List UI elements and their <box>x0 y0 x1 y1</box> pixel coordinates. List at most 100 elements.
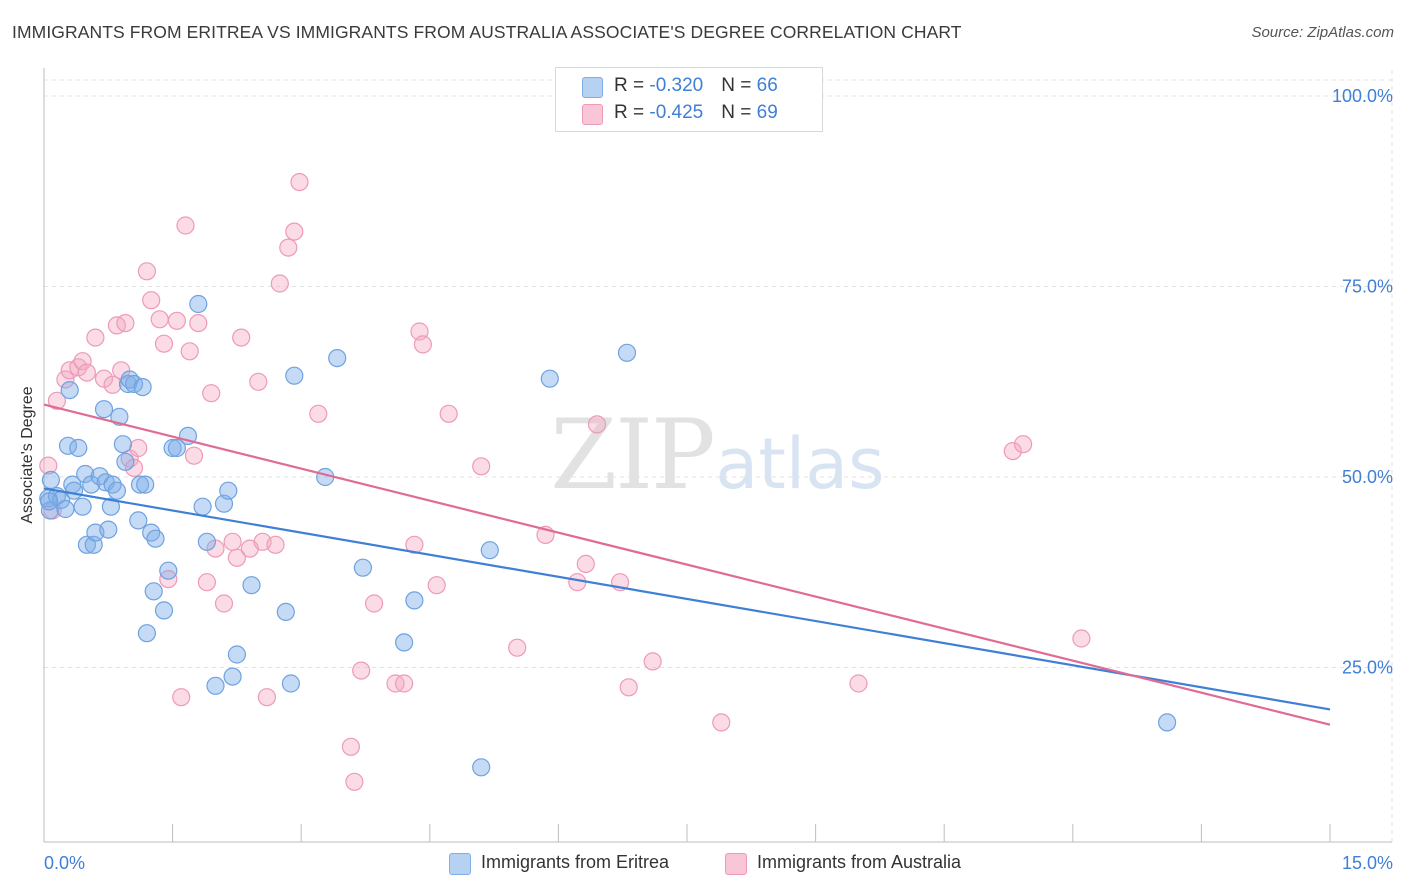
data-point <box>116 452 135 471</box>
data-point <box>167 311 186 330</box>
data-point <box>39 456 58 475</box>
data-point <box>480 541 499 560</box>
data-point <box>587 415 607 434</box>
data-point <box>41 470 61 490</box>
data-point <box>144 582 163 601</box>
data-point <box>113 435 133 454</box>
data-point <box>69 438 88 458</box>
data-point <box>1157 713 1177 732</box>
data-point <box>276 602 295 622</box>
data-point <box>309 404 328 423</box>
data-point <box>94 400 114 419</box>
data-point <box>219 481 238 500</box>
data-point <box>712 713 731 732</box>
data-point <box>223 532 242 551</box>
data-point <box>142 291 161 310</box>
data-point <box>206 676 225 695</box>
data-point <box>328 349 347 368</box>
data-point <box>290 173 309 192</box>
data-point <box>60 381 79 400</box>
stats-box: R = -0.320 N = 66 R = -0.425 N = 69 <box>555 67 823 132</box>
data-point <box>107 481 127 500</box>
data-point <box>472 457 491 476</box>
data-point <box>64 481 84 500</box>
data-point <box>365 594 384 613</box>
data-point <box>849 674 868 693</box>
r-label: R = <box>614 75 650 96</box>
legend-label: Immigrants from Australia <box>757 852 962 872</box>
data-point <box>643 652 662 671</box>
data-point <box>39 492 59 511</box>
series-australia-points <box>39 173 1091 791</box>
data-point <box>136 475 155 494</box>
data-point <box>76 464 95 484</box>
australia-swatch-icon <box>582 104 603 125</box>
data-point <box>617 343 637 362</box>
data-point <box>285 222 304 241</box>
data-point <box>508 638 527 657</box>
data-point <box>427 576 446 595</box>
eritrea-legend-swatch-icon <box>449 853 471 875</box>
data-point <box>184 446 204 465</box>
tick-labels: 100.0% 75.0% 50.0% 25.0% 0.0% 15.0% <box>44 86 1393 873</box>
data-point <box>242 576 261 595</box>
data-point <box>227 645 246 664</box>
data-point <box>266 535 285 554</box>
data-point <box>395 674 414 693</box>
data-point <box>232 328 251 347</box>
y-tick-label: 50.0% <box>1342 467 1393 487</box>
data-point <box>352 661 371 680</box>
watermark-zip: ZIP <box>550 399 713 511</box>
data-point <box>137 624 156 643</box>
data-point <box>202 384 221 403</box>
data-point <box>214 594 234 613</box>
series-eritrea-points <box>39 294 1177 777</box>
data-point <box>197 573 216 592</box>
data-point <box>189 294 208 314</box>
data-point <box>353 558 372 577</box>
data-point <box>439 404 458 423</box>
data-point <box>47 391 67 410</box>
r-label: R = <box>614 102 650 123</box>
data-point <box>129 511 148 530</box>
axes <box>43 68 1392 843</box>
r-value: -0.425 <box>649 102 704 123</box>
data-point <box>77 363 97 382</box>
data-point <box>249 372 268 391</box>
data-point <box>405 535 424 554</box>
y-tick-label: 75.0% <box>1342 277 1393 297</box>
data-point <box>146 529 165 548</box>
data-point <box>540 369 559 388</box>
data-point <box>103 375 122 394</box>
trend-line-eritrea <box>43 487 1331 711</box>
data-point <box>180 342 199 361</box>
data-point <box>172 688 191 707</box>
data-point <box>86 328 105 347</box>
data-point <box>345 772 364 791</box>
data-point <box>167 438 186 458</box>
data-point <box>129 438 148 458</box>
data-point <box>189 314 208 333</box>
r-value: -0.320 <box>649 75 704 96</box>
trend-line-australia <box>43 403 1331 726</box>
data-point <box>73 497 92 516</box>
x-tick-label: 15.0% <box>1342 853 1393 873</box>
trend-lines <box>43 403 1331 726</box>
data-point <box>413 335 432 354</box>
y-tick-label: 25.0% <box>1342 658 1393 678</box>
n-label: N = <box>721 102 757 123</box>
data-point <box>341 737 360 756</box>
data-point <box>154 334 174 353</box>
data-point <box>281 674 300 693</box>
data-point <box>130 475 150 494</box>
data-point <box>176 216 195 235</box>
data-point <box>73 352 92 371</box>
data-point <box>270 274 289 293</box>
data-point <box>405 591 424 610</box>
x-tick-label: 0.0% <box>44 853 85 873</box>
data-point <box>257 688 276 707</box>
n-value: 66 <box>756 75 778 96</box>
data-point <box>1072 629 1091 648</box>
data-point <box>279 238 298 257</box>
